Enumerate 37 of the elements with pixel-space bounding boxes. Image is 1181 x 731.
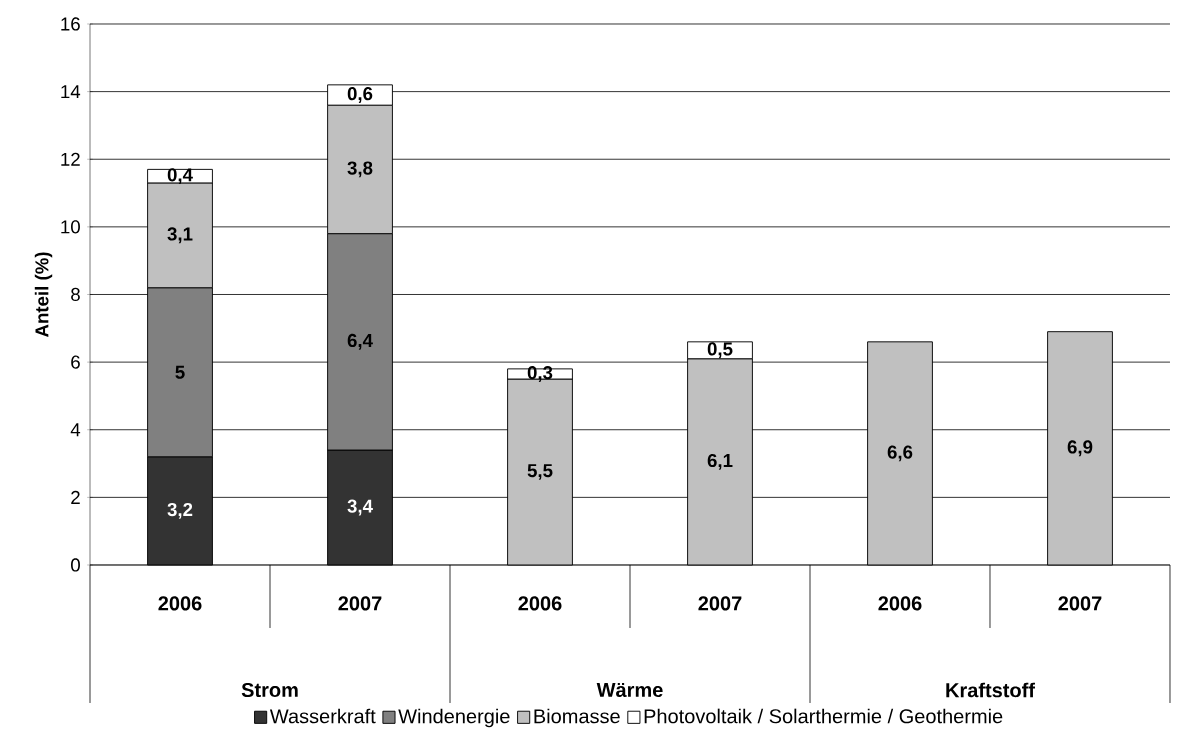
x-tick-label: 2006 (518, 596, 562, 611)
data-label: 3,8 (347, 161, 373, 178)
data-label: 3,2 (167, 502, 193, 519)
data-label: 0,6 (347, 87, 373, 103)
text: Wärme (596, 682, 663, 697)
x-tick-label: 2006 (158, 596, 202, 611)
data-label: 6,4 (347, 333, 373, 350)
data-label: 3,1 (167, 227, 193, 244)
data-label: 0,5 (707, 342, 733, 359)
text: Kraftstoff (946, 682, 1036, 698)
y-tick-label: 2 (71, 490, 80, 504)
data-label: 3,4 (347, 499, 373, 516)
x-tick-label: 2007 (1058, 596, 1102, 611)
y-tick-label: 10 (61, 220, 80, 234)
x-tick-label: 2006 (878, 596, 922, 611)
data-label: 0,4 (167, 168, 193, 185)
y-tick-label: 14 (61, 85, 81, 99)
data-label: 6,9 (1067, 440, 1093, 457)
legend-label: Wasserkraft (269, 708, 376, 724)
y-tick-label: 8 (71, 287, 80, 302)
data-label: 0,3 (527, 365, 553, 382)
text: Strom (241, 682, 298, 698)
y-tick-label: 4 (70, 423, 81, 437)
data-label: 6,1 (707, 453, 733, 470)
legend-label: Photovoltaik / Solarthermie / Geothermie (644, 708, 1003, 724)
y-tick-label: 16 (61, 17, 80, 31)
legend-label: Windenergie (398, 708, 510, 728)
data-label: 5 (175, 365, 185, 379)
y-tick-label: 12 (61, 152, 80, 166)
data-label: 5,5 (527, 464, 553, 480)
legend-label: Biomasse (534, 708, 620, 724)
y-tick-label: 0 (71, 558, 80, 572)
data-label: 6,6 (887, 445, 913, 462)
y-tick-label: 6 (71, 355, 80, 369)
x-tick-label: 2007 (338, 596, 382, 611)
x-tick-label: 2007 (698, 596, 742, 611)
y-axis-title: Anteil (%) (34, 252, 53, 338)
